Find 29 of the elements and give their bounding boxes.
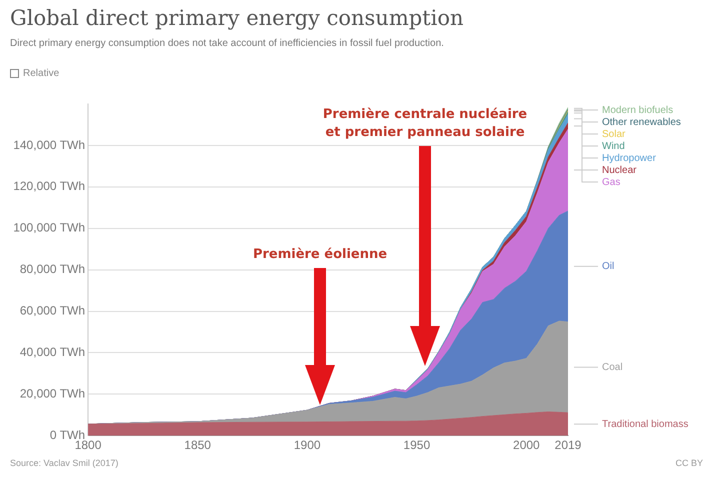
y-tick-label: 80,000 TWh <box>20 262 86 276</box>
text: Nuclear <box>602 164 638 176</box>
chart-title: Global direct primary energy consumption <box>10 6 464 30</box>
y-tick-label: 140,000 TWh <box>13 138 86 152</box>
text: Gas <box>602 176 620 188</box>
source-note: Source: Vaclav Smil (2017) <box>10 458 118 468</box>
text: Modern biofuels <box>602 104 674 116</box>
x-tick-label: 1950 <box>403 438 430 452</box>
x-tick-label: 2019 <box>554 438 582 452</box>
y-tick-label: 20,000 TWh <box>20 386 86 400</box>
text: Wind <box>602 140 625 152</box>
y-tick-label: 120,000 TWh <box>13 179 86 194</box>
y-tick-label: 60,000 TWh <box>20 304 86 318</box>
chart-subtitle: Direct primary energy consumption does not take account of inefficiencies in fossil fuel production. <box>10 38 444 49</box>
text: Solar <box>602 128 626 140</box>
y-tick-label: 100,000 TWh <box>13 220 86 235</box>
text: Hydropower <box>602 152 657 164</box>
text: Oil <box>602 261 614 272</box>
x-tick-label: 2000 <box>513 438 540 452</box>
text: Traditional biomass <box>602 418 688 430</box>
x-tick-label: 1850 <box>184 438 212 452</box>
annotation: Première centrale nucléaire et premier panneau solaire <box>322 107 528 140</box>
text: Other renewables <box>602 116 681 128</box>
x-tick-label: 1900 <box>294 438 321 452</box>
text: CC BY <box>675 458 703 468</box>
annotation: Première éolienne <box>252 247 388 262</box>
y-tick-label: 40,000 TWh <box>20 345 86 360</box>
text: Coal <box>602 362 623 373</box>
text: Relative <box>23 68 60 79</box>
